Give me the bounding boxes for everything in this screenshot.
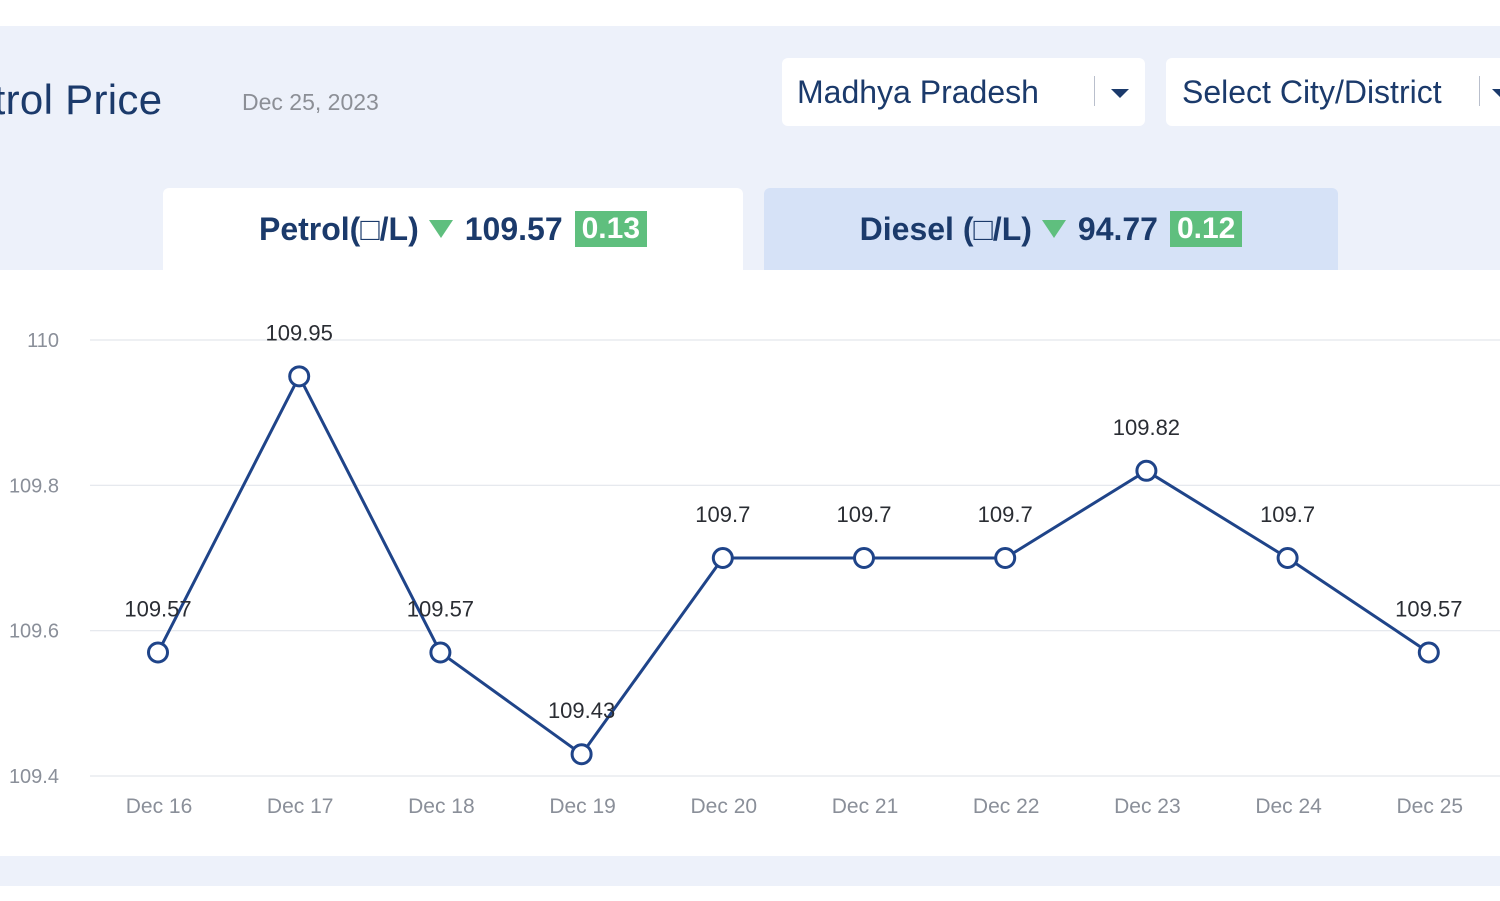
data-label: 109.57 — [407, 596, 474, 621]
tab-diesel-label: Diesel (□/L) — [859, 210, 1032, 247]
x-tick-label: Dec 17 — [267, 795, 334, 818]
city-select[interactable]: Select City/District — [1166, 58, 1500, 126]
select-divider — [1479, 76, 1480, 106]
x-tick-label: Dec 21 — [832, 795, 899, 818]
x-tick-label: Dec 16 — [126, 795, 193, 818]
data-point — [853, 547, 875, 569]
chevron-down-icon[interactable] — [1492, 89, 1500, 98]
data-point — [1135, 459, 1158, 482]
tab-petrol[interactable]: Petrol(□/L) 109.57 0.13 — [163, 188, 743, 270]
data-point — [994, 547, 1017, 569]
data-label: 109.7 — [1260, 502, 1315, 527]
x-tick-label: Dec 25 — [1397, 795, 1464, 818]
series-line — [156, 374, 1430, 756]
city-select-placeholder: Select City/District — [1182, 73, 1442, 110]
x-tick-label: Dec 19 — [549, 795, 616, 818]
change-badge: 0.12 — [1169, 211, 1243, 247]
chevron-down-icon[interactable] — [1111, 89, 1129, 98]
chart-area: 109.4 109.6 109.8 110 Dec 16 Dec 17 Dec 18 Dec … — [0, 270, 1500, 856]
data-point — [1417, 641, 1440, 664]
data-point — [147, 641, 169, 664]
tab-diesel[interactable]: Diesel (□/L) 94.77 0.12 — [764, 188, 1338, 270]
x-tick-label: Dec 18 — [408, 795, 475, 818]
tab-petrol-label: Petrol(□/L) — [258, 210, 419, 247]
data-point — [570, 743, 593, 766]
y-tick-label: 109.4 — [9, 766, 59, 788]
data-label: 109.43 — [548, 698, 615, 723]
price-down-icon — [1041, 220, 1066, 238]
x-tick-label: Dec 24 — [1255, 795, 1322, 818]
x-tick-label: Dec 22 — [973, 795, 1040, 818]
data-label: 109.7 — [978, 502, 1033, 527]
data-point — [1276, 547, 1299, 569]
data-point — [288, 365, 311, 388]
y-tick-label: 109.6 — [9, 621, 59, 643]
change-badge: 0.13 — [574, 211, 648, 247]
select-divider — [1094, 76, 1095, 106]
data-label: 109.7 — [836, 502, 891, 527]
state-select-value: Madhya Pradesh — [797, 73, 1039, 110]
data-label: 109.7 — [695, 502, 750, 527]
x-tick-label: Dec 20 — [691, 795, 758, 818]
price-date: Dec 25, 2023 — [242, 89, 379, 115]
tab-diesel-price: 94.77 — [1077, 210, 1158, 247]
data-label: 109.82 — [1113, 415, 1180, 440]
y-tick-label: 110 — [27, 330, 59, 352]
data-label: 109.95 — [266, 320, 333, 345]
tab-petrol-price: 109.57 — [464, 210, 563, 247]
x-tick-label: Dec 23 — [1114, 795, 1181, 818]
data-label: 109.57 — [124, 596, 191, 621]
page-title: etrol Price — [0, 76, 163, 123]
price-down-icon — [428, 220, 453, 238]
data-point — [711, 547, 734, 569]
price-line-chart: 109.4 109.6 109.8 110 Dec 16 Dec 17 Dec 18 Dec … — [9, 320, 1500, 818]
data-point — [429, 641, 452, 664]
state-select[interactable]: Madhya Pradesh — [782, 58, 1145, 126]
data-label: 109.57 — [1395, 596, 1462, 621]
y-tick-label: 109.8 — [9, 475, 59, 497]
